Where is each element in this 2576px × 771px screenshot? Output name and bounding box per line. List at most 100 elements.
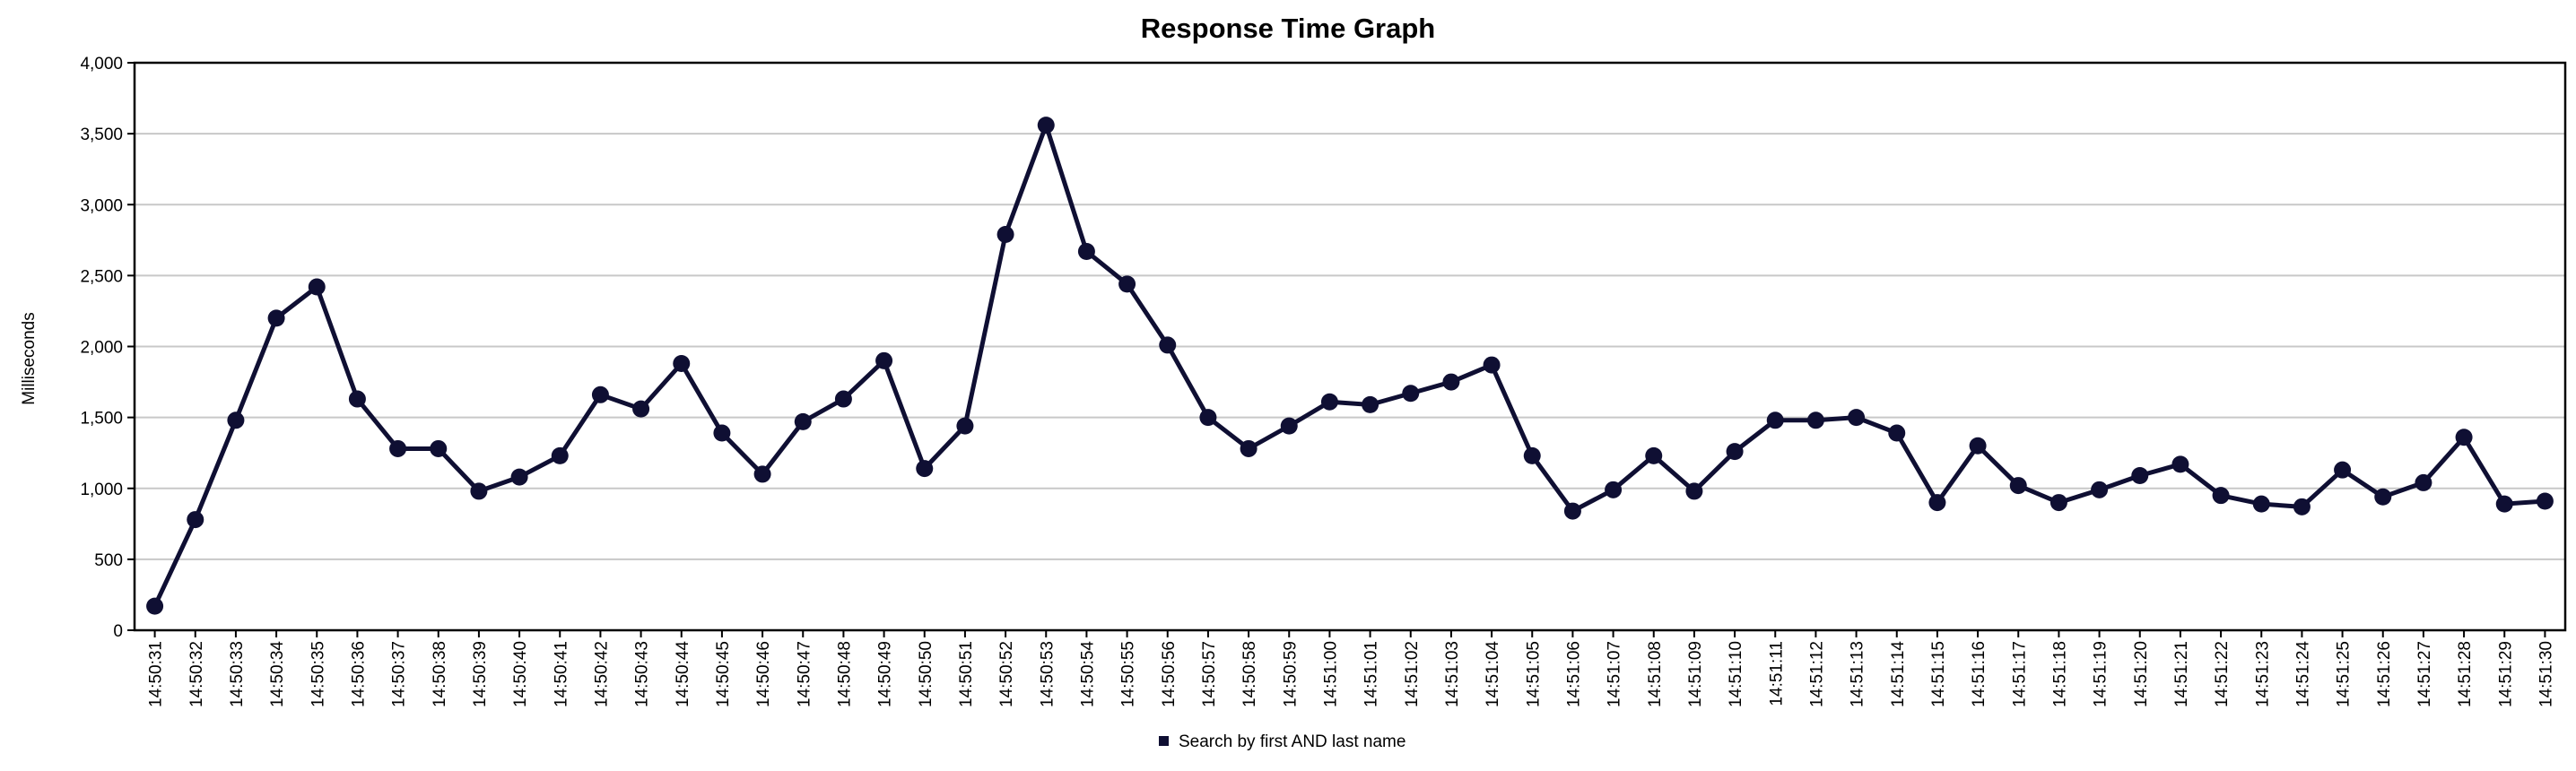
y-tick-label: 500 [94,551,123,570]
x-tick-label: 14:50:34 [268,641,287,707]
x-tick-label: 14:51:21 [2172,641,2191,707]
y-tick-label: 2,000 [80,339,123,358]
data-point [1928,494,1946,512]
x-tick-label: 14:51:28 [2456,641,2475,707]
data-point [1563,502,1581,520]
x-tick-label: 14:51:29 [2496,641,2515,707]
series-line [152,123,2546,608]
data-point [1888,424,1906,442]
x-tick-label: 14:50:36 [349,641,368,707]
x-tick-label: 14:50:32 [187,641,206,707]
legend-swatch [1159,736,1169,746]
x-tick-label: 14:51:01 [1362,641,1381,707]
x-tick-label: 14:51:13 [1849,641,1867,707]
data-point [267,309,285,327]
x-tick-label: 14:50:50 [917,641,936,707]
data-point [2334,461,2352,479]
x-tick-label: 14:51:30 [2537,641,2555,707]
data-point [1523,446,1541,464]
data-point [1402,385,1420,403]
legend: Search by first AND last name [1159,732,1405,751]
y-tick-label: 1,500 [80,410,123,429]
x-tick-label: 14:51:03 [1443,641,1462,707]
data-point [227,411,245,429]
x-tick-label: 14:50:39 [471,641,490,707]
data-point [996,225,1014,243]
data-point [753,465,771,483]
x-tick-label: 14:51:27 [2415,641,2434,707]
x-tick-label: 14:50:42 [592,641,611,707]
data-point [1362,395,1379,413]
plot-frame [133,61,2567,632]
data-point [2293,498,2311,515]
x-tick-label: 14:51:19 [2092,641,2110,707]
data-point [1118,275,1136,293]
x-tick-label: 14:50:40 [511,641,530,707]
x-tick-label: 14:50:35 [309,641,327,707]
x-tick-label: 14:50:41 [552,641,570,707]
data-point [2049,494,2067,512]
x-tick-label: 14:50:37 [390,641,409,707]
x-tick-label: 14:50:38 [431,641,449,707]
data-point [348,390,366,408]
x-tick-label: 14:51:24 [2293,641,2312,707]
data-point [551,446,569,464]
data-point [1726,443,1744,461]
x-tick-label: 14:51:08 [1646,641,1665,707]
x-tick-label: 14:51:11 [1767,641,1786,706]
y-tick-label: 1,000 [80,481,123,499]
x-tick-label: 14:50:51 [957,641,976,707]
y-tick-label: 4,000 [80,55,123,74]
data-point [2171,455,2189,473]
data-point [1442,373,1460,391]
data-point [308,278,326,296]
x-tick-label: 14:51:09 [1686,641,1705,707]
data-point [1077,242,1095,260]
data-point [2131,467,2149,485]
x-tick-label: 14:50:59 [1281,641,1300,707]
x-tick-label: 14:51:05 [1524,641,1543,707]
data-point [2415,473,2432,491]
data-point [2009,477,2027,495]
x-tick-label: 14:51:14 [1889,641,1908,707]
data-point [1240,439,1258,457]
data-point [1806,411,1824,429]
x-tick-label: 14:50:45 [714,641,733,707]
x-tick-label: 14:51:17 [2010,641,2029,707]
data-point [2455,429,2473,446]
gridlines [135,133,2565,560]
data-point [2536,492,2554,510]
x-tick-label: 14:51:23 [2253,641,2272,707]
y-axis-label: Milliseconds [20,312,39,404]
x-tick-label: 14:50:31 [147,641,166,707]
data-point [1320,393,1338,411]
x-axis-ticks: 14:50:31 14:50:32 14:50:33 14:50:34 14:50:35… [147,630,2555,707]
y-tick-label: 2,500 [80,267,123,286]
x-tick-label: 14:50:54 [1078,641,1097,707]
data-point [1199,409,1217,427]
data-point [1766,411,1784,429]
x-tick-label: 14:50:48 [835,641,854,707]
x-tick-label: 14:50:46 [754,641,773,707]
y-tick-label: 3,000 [80,196,123,215]
data-point [187,511,205,529]
data-point [1483,356,1501,374]
x-tick-label: 14:51:20 [2132,641,2151,707]
x-tick-label: 14:50:44 [674,641,692,707]
data-point [673,354,691,372]
x-tick-label: 14:51:16 [1970,641,1989,707]
data-point [2212,487,2230,505]
data-point [430,439,448,457]
data-point [2495,495,2513,513]
data-point [2252,495,2270,513]
x-tick-label: 14:50:52 [997,641,1016,707]
data-point [146,597,164,615]
x-tick-label: 14:50:47 [795,641,814,707]
x-tick-label: 14:51:07 [1606,641,1624,707]
data-point [834,390,852,408]
data-point [2374,488,2392,506]
x-tick-label: 14:50:56 [1160,641,1179,707]
x-tick-label: 14:50:33 [228,641,247,707]
data-point [470,482,488,500]
x-tick-label: 14:50:49 [876,641,895,707]
